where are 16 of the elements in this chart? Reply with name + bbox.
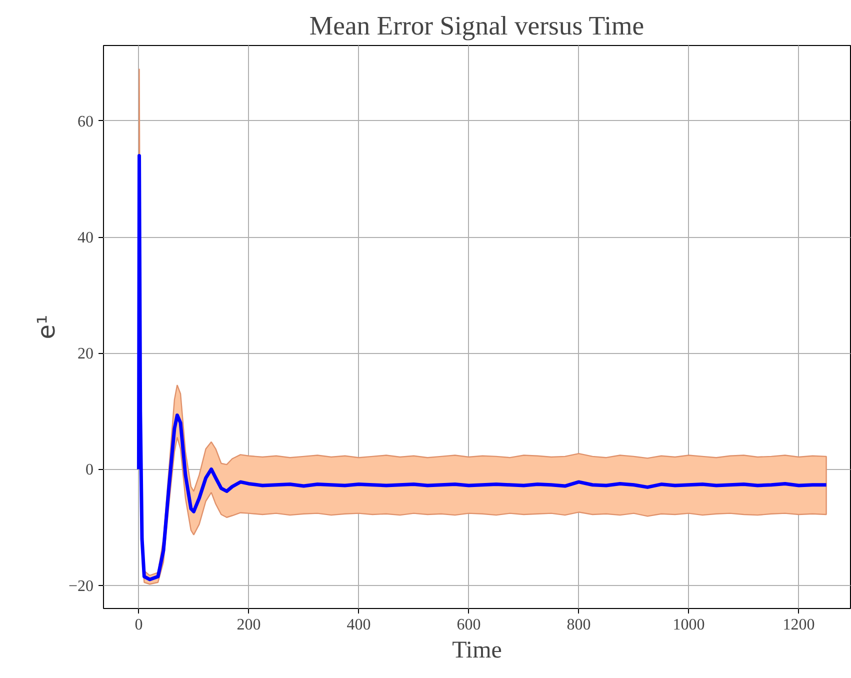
x-tick-label: 200 bbox=[236, 616, 261, 634]
x-tick-label: 0 bbox=[134, 616, 143, 634]
x-axis-title: Time bbox=[452, 638, 502, 664]
y-tick-label: 40 bbox=[78, 230, 94, 247]
chart-title: Mean Error Signal versus Time bbox=[309, 10, 644, 40]
x-tick-label: 800 bbox=[566, 616, 591, 634]
x-tick-label: 600 bbox=[456, 616, 481, 634]
x-tick-label: 1200 bbox=[782, 616, 815, 634]
y-tick-label: 60 bbox=[78, 113, 94, 130]
x-tick-label: 1000 bbox=[672, 616, 705, 634]
y-tick-label: −20 bbox=[68, 578, 94, 595]
y-axis-title: e¹ bbox=[32, 314, 60, 340]
y-tick-label: 20 bbox=[78, 346, 94, 363]
x-tick-label: 400 bbox=[346, 616, 371, 634]
y-tick-label: 0 bbox=[86, 462, 94, 479]
line-series bbox=[136, 154, 828, 582]
